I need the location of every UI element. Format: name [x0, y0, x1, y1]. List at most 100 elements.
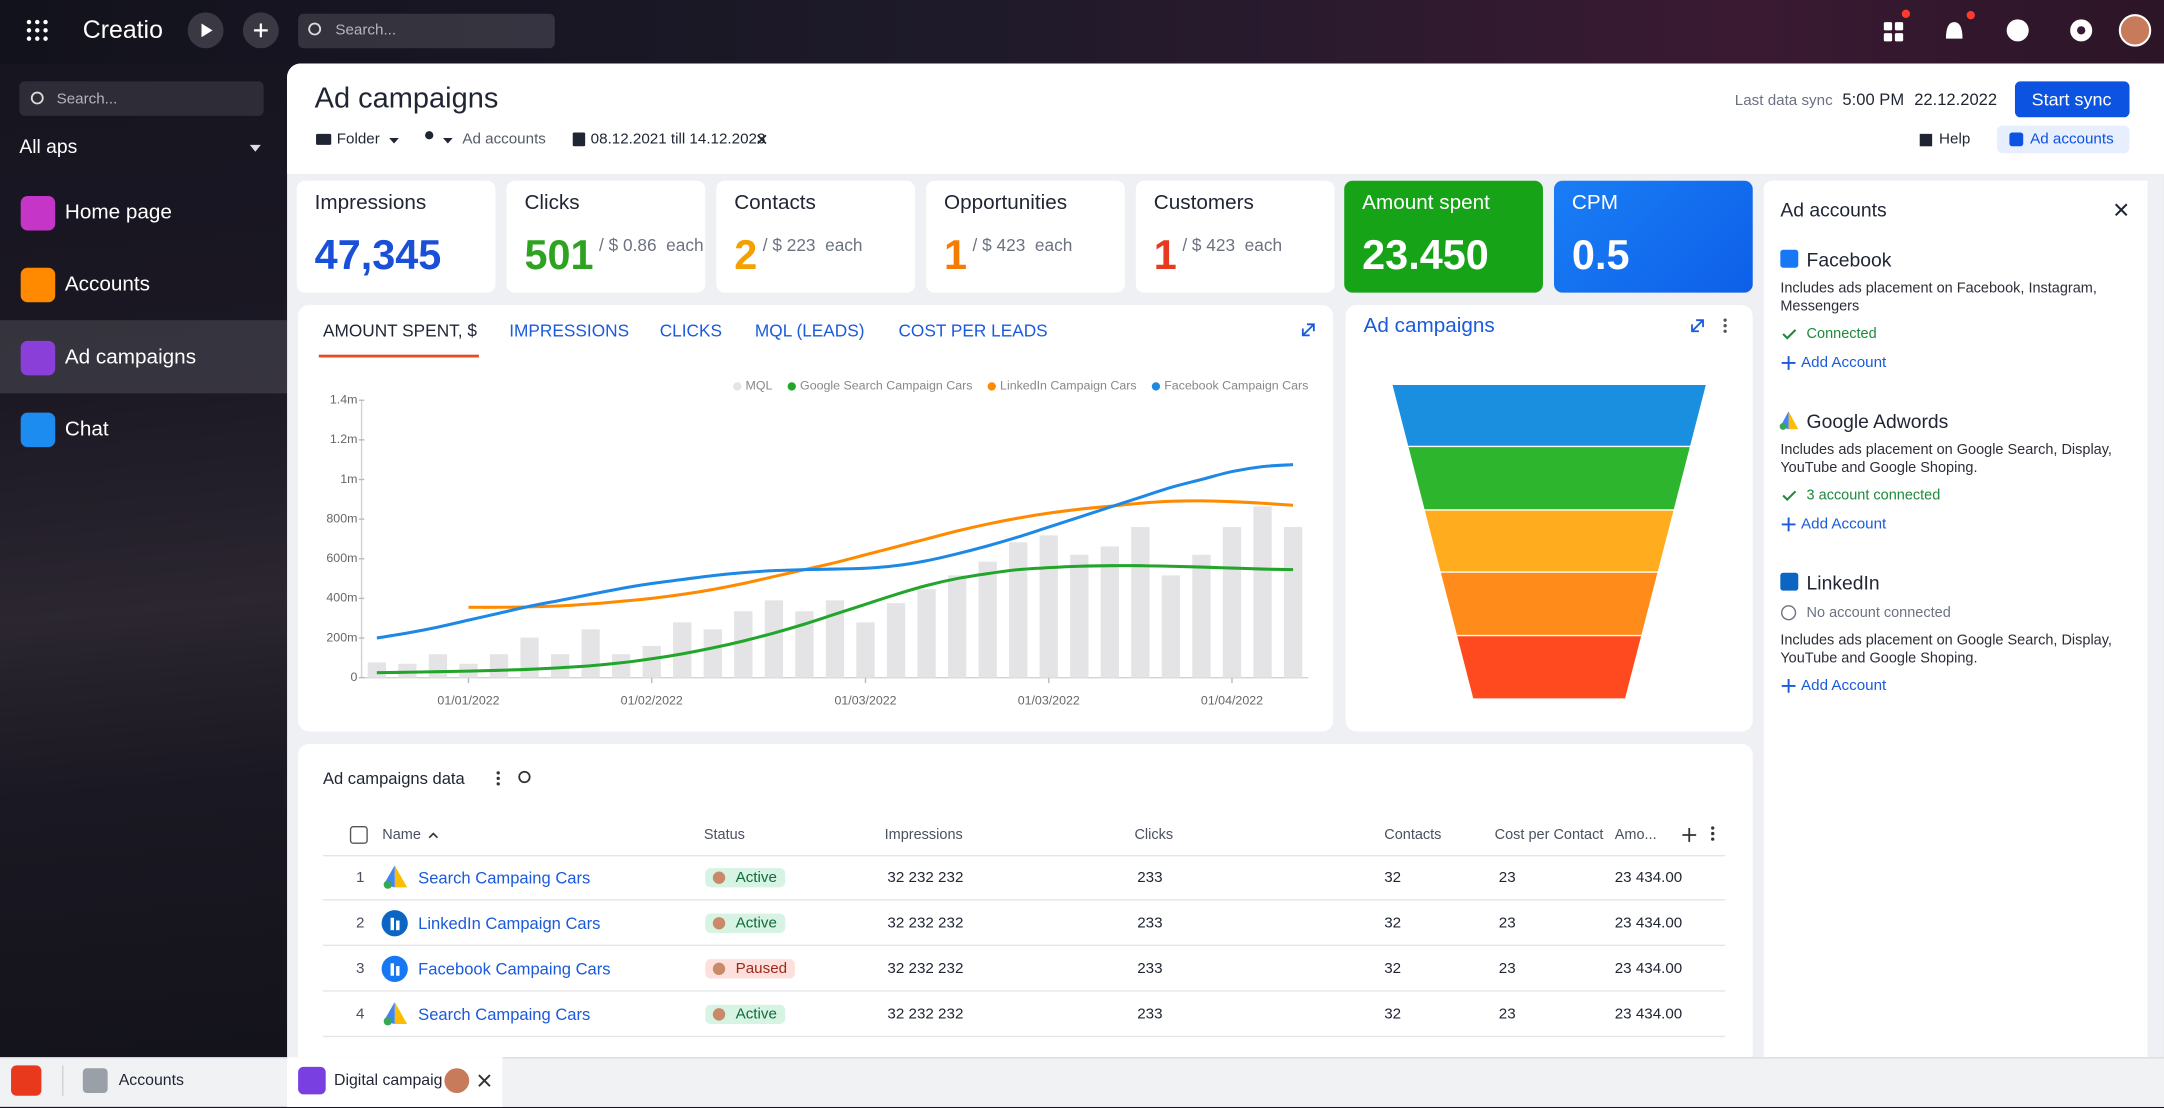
chart-tab[interactable]: CLICKS [659, 321, 723, 341]
nav-item[interactable]: Home page [64, 200, 172, 225]
row-number: 2 [355, 915, 365, 932]
column-header[interactable]: Contacts [1384, 826, 1442, 844]
search-input[interactable]: Search... [335, 22, 397, 39]
kpi-value-row: 0.5 [1572, 230, 1765, 282]
topbar [0, 0, 2164, 64]
filter[interactable]: 08.12.2021 till 14.12.2023 [590, 131, 766, 148]
stage-name: Customers [1504, 658, 1578, 676]
start-sync-label[interactable]: Start sync [2031, 89, 2112, 110]
workspace-selector[interactable]: All aps [19, 135, 78, 158]
chart-tab[interactable]: MQL (LEADS) [754, 321, 865, 341]
chart-tab[interactable]: IMPRESSIONS [509, 321, 630, 341]
kpi-label: Impressions [314, 191, 427, 215]
kpi-value: 0.5 [1571, 233, 1630, 279]
add-account-link[interactable]: Add Account [1801, 677, 1887, 695]
campaign-link[interactable]: Search Campaing Cars [418, 1004, 591, 1025]
account-description: Includes ads placement on Google Search,… [1780, 632, 2112, 649]
nav-icon [20, 340, 56, 376]
account-status: 3 account connected [1806, 487, 1941, 504]
cell: 233 [1137, 960, 1163, 978]
campaign-link[interactable]: Facebook Campaing Cars [418, 959, 611, 979]
help-link[interactable]: Help [1939, 131, 1971, 148]
cell: 32 232 232 [887, 869, 964, 887]
page-header [287, 63, 2164, 174]
account-description: Messengers [1780, 298, 1860, 315]
nav-icon [20, 412, 56, 448]
account-status: Connected [1806, 325, 1877, 343]
stage-name: Opportunities [1495, 595, 1586, 613]
taskbar-tab[interactable]: Digital campaig [333, 1072, 443, 1089]
column-header[interactable]: Amo... [1614, 826, 1657, 844]
stage-value: 1 [1585, 658, 1595, 676]
column-header[interactable]: Cost per Contact [1494, 826, 1604, 844]
taskbar-tab[interactable]: Accounts [118, 1072, 184, 1089]
nav-icon [20, 267, 56, 303]
kpi-value-row: 501/ $ 0.86 each [524, 230, 717, 282]
kpi-value: 47,345 [314, 233, 442, 279]
chart-tab[interactable]: COST PER LEADS [898, 321, 1048, 341]
cell: 23 434.00 [1614, 960, 1683, 978]
column-header[interactable]: Status [703, 826, 745, 844]
column-header[interactable]: Clicks [1134, 826, 1174, 844]
cell: 233 [1137, 1006, 1163, 1023]
nav-item[interactable]: Chat [64, 417, 109, 441]
kpi-value: 1 [943, 233, 968, 279]
stage-name: Clicks [1512, 469, 1553, 487]
status-badge: Active [705, 1004, 786, 1025]
ad-accounts-label[interactable]: Ad accounts [2030, 131, 2114, 148]
kpi-card [1135, 180, 1335, 293]
chart-tab[interactable]: AMOUNT SPENT, $ [322, 321, 477, 341]
topbar-search[interactable] [298, 13, 555, 49]
funnel-stage-label: Contacts 2 [1411, 530, 1687, 552]
column-header[interactable]: Impressions [884, 826, 963, 844]
kpi-detail: / $ 0.86 each [599, 235, 704, 256]
kpi-value: 2 [734, 233, 758, 279]
account-description: Includes ads placement on Facebook, Inst… [1780, 280, 2097, 297]
kpi-value: 501 [524, 233, 594, 279]
sidebar-search[interactable] [19, 81, 264, 116]
stage-value: 47 543 [1570, 407, 1618, 424]
workspace-caret [249, 144, 261, 152]
funnel-stage-label: Impressions 47 543 [1411, 404, 1687, 426]
status-badge: Paused [705, 959, 796, 979]
stage-name: Contacts [1510, 532, 1571, 550]
cell: 32 [1384, 869, 1402, 887]
kpi-value-row: 23.450 [1362, 230, 1555, 282]
cell: 32 [1384, 915, 1402, 932]
cell: 233 [1137, 915, 1163, 932]
account-name: LinkedIn [1806, 571, 1880, 594]
filter[interactable]: Ad accounts [462, 131, 546, 148]
start-sync-button[interactable] [2014, 81, 2130, 118]
funnel-stage-label: Clicks 501 [1411, 467, 1687, 489]
status-badge: Active [705, 913, 786, 933]
cell: 233 [1137, 869, 1163, 887]
table-card [298, 743, 1753, 1076]
kpi-label: Contacts [734, 191, 816, 215]
active-tab-indicator [318, 354, 479, 358]
nav-item[interactable]: Ad campaigns [64, 345, 197, 370]
cell: 32 232 232 [887, 1006, 964, 1023]
kpi-detail: / $ 423 each [1182, 235, 1283, 256]
taskbar-icon [298, 1066, 326, 1095]
kpi-label: Opportunities [943, 191, 1068, 215]
filter[interactable]: Folder [336, 131, 380, 148]
taskbar-home[interactable] [11, 1065, 42, 1096]
add-account-link[interactable]: Add Account [1801, 354, 1887, 372]
kpi-label: Customers [1153, 191, 1254, 215]
kpi-value: 1 [1153, 233, 1177, 279]
sync-time: 5:00 PM [1842, 89, 1905, 110]
row-number: 3 [355, 960, 365, 978]
nav-item[interactable]: Accounts [64, 272, 151, 297]
cell: 32 [1384, 960, 1402, 978]
page-title: Ad campaigns [314, 82, 499, 115]
campaign-link[interactable]: LinkedIn Campaign Cars [418, 913, 601, 933]
panel-title: Ad accounts [1780, 198, 1887, 221]
campaign-link[interactable]: Search Campaing Cars [418, 868, 591, 888]
search-input[interactable]: Search... [56, 91, 118, 108]
add-account-link[interactable]: Add Account [1801, 516, 1887, 533]
kpi-card [926, 180, 1125, 293]
column-header[interactable]: Name [382, 826, 421, 844]
table-title: Ad campaigns data [322, 768, 465, 789]
stage-value: 1 [1594, 595, 1603, 613]
